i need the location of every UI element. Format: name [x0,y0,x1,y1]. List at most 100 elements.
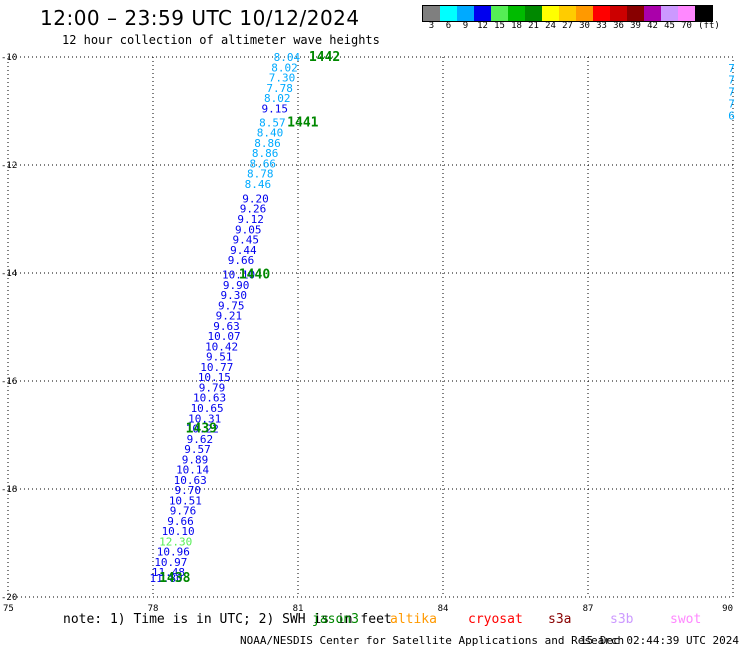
footnote: note: 1) Time is in UTC; 2) SWH is in fe… [63,612,392,627]
legend-label: 18 [511,21,522,31]
data-point: 7.30 [269,72,296,85]
legend-swatch [440,6,457,21]
data-point: 9.57 [184,443,211,456]
data-point: 9.75 [218,299,245,312]
legend-unit: (ft) [698,21,720,31]
time-label: 1439 [186,422,217,437]
time-label: 1441 [287,115,318,130]
data-point: 7 [728,86,735,99]
data-point: 8.02 [271,61,298,74]
color-legend [422,5,713,22]
legend-swatch [508,6,525,21]
data-point: 8.86 [252,147,279,160]
data-point: 9.90 [223,279,250,292]
legend-swatch [474,6,491,21]
legend-label: 3 [428,21,435,31]
data-point: 8.46 [245,178,272,191]
data-point: 10.14 [176,464,209,477]
legend-swatch [678,6,695,21]
satellite-swot: swot [670,612,702,627]
satellite-jason3: jason3 [312,612,359,627]
legend-label: 6 [445,21,452,31]
legend-swatch [695,6,712,21]
chart-title: 12:00 – 23:59 UTC 10/12/2024 [40,6,360,30]
data-point: 10.63 [174,474,207,487]
data-point: 9.45 [233,234,260,247]
legend-swatch [423,6,440,21]
data-point: 10.42 [205,340,238,353]
data-point: 8.04 [274,51,301,64]
data-point: 9.79 [199,381,226,394]
legend-label: 39 [630,21,641,31]
data-point: 10.22 [186,423,219,436]
legend-swatch [593,6,610,21]
y-tick-label: -10 [1,53,17,63]
legend-label: 15 [494,21,505,31]
legend-label: 9 [462,21,469,31]
legend-swatch [576,6,593,21]
satellite-altika: altika [390,612,437,627]
legend-swatch [457,6,474,21]
data-point: 10.07 [207,330,240,343]
y-tick-label: -12 [1,161,17,171]
plot-frame [7,56,734,598]
data-point: 8.57 [259,116,286,129]
data-point: 7 [728,74,735,87]
data-point: 12.30 [159,535,192,548]
time-label: 1440 [239,268,270,283]
data-point: 10.31 [188,412,221,425]
legend-label: 12 [477,21,488,31]
legend-label: 45 [664,21,675,31]
legend-label: 36 [613,21,624,31]
data-point: 6 [728,109,735,122]
legend-label: 42 [647,21,658,31]
data-point: 8.86 [254,137,281,150]
satellite-s3b: s3b [610,612,634,627]
x-tick-label: 75 [3,604,14,612]
data-point: 9.66 [167,515,194,528]
legend-label: 21 [528,21,539,31]
data-point: 11.80 [149,572,182,585]
x-tick-label: 78 [148,604,159,612]
time-label: 1438 [159,571,190,586]
data-point: 11.48 [152,566,185,579]
legend-swatch [644,6,661,21]
data-point: 9.12 [237,213,264,226]
data-point: 9.51 [206,351,233,364]
satellite-cryosat: cryosat [468,612,523,627]
x-tick-label: 84 [438,604,449,612]
data-point: 9.30 [220,289,247,302]
data-point: 10.51 [169,494,202,507]
legend-label: 33 [596,21,607,31]
data-point: 10.97 [154,556,187,569]
data-point: 9.05 [235,223,262,236]
data-point: 10.10 [162,525,195,538]
satellite-s3a: s3a [548,612,572,627]
legend-swatch [542,6,559,21]
data-point: 9.21 [216,310,243,323]
data-point: 10.96 [157,546,190,559]
data-point: 9.89 [182,453,209,466]
data-point: 8.02 [264,92,291,105]
data-point: 7 [728,62,735,75]
data-point: 8.78 [247,168,274,181]
data-point: 9.63 [213,320,240,333]
legend-swatch [661,6,678,21]
legend-swatch [491,6,508,21]
data-point: 9.20 [242,192,269,205]
legend-label: 24 [545,21,556,31]
legend-swatch [627,6,644,21]
data-point: 10.65 [191,402,224,415]
footer-timestamp: 15 Dec 02:44:39 UTC 2024 [580,634,739,647]
data-point: 7 [728,97,735,110]
x-tick-label: 90 [722,604,733,612]
data-point: 9.62 [187,433,214,446]
y-tick-label: -20 [1,593,17,603]
data-point: 8.40 [257,127,284,140]
data-point: 10.10 [222,269,255,282]
legend-label: 30 [579,21,590,31]
legend-swatch [525,6,542,21]
legend-label: 27 [562,21,573,31]
data-point: 9.44 [230,244,257,257]
